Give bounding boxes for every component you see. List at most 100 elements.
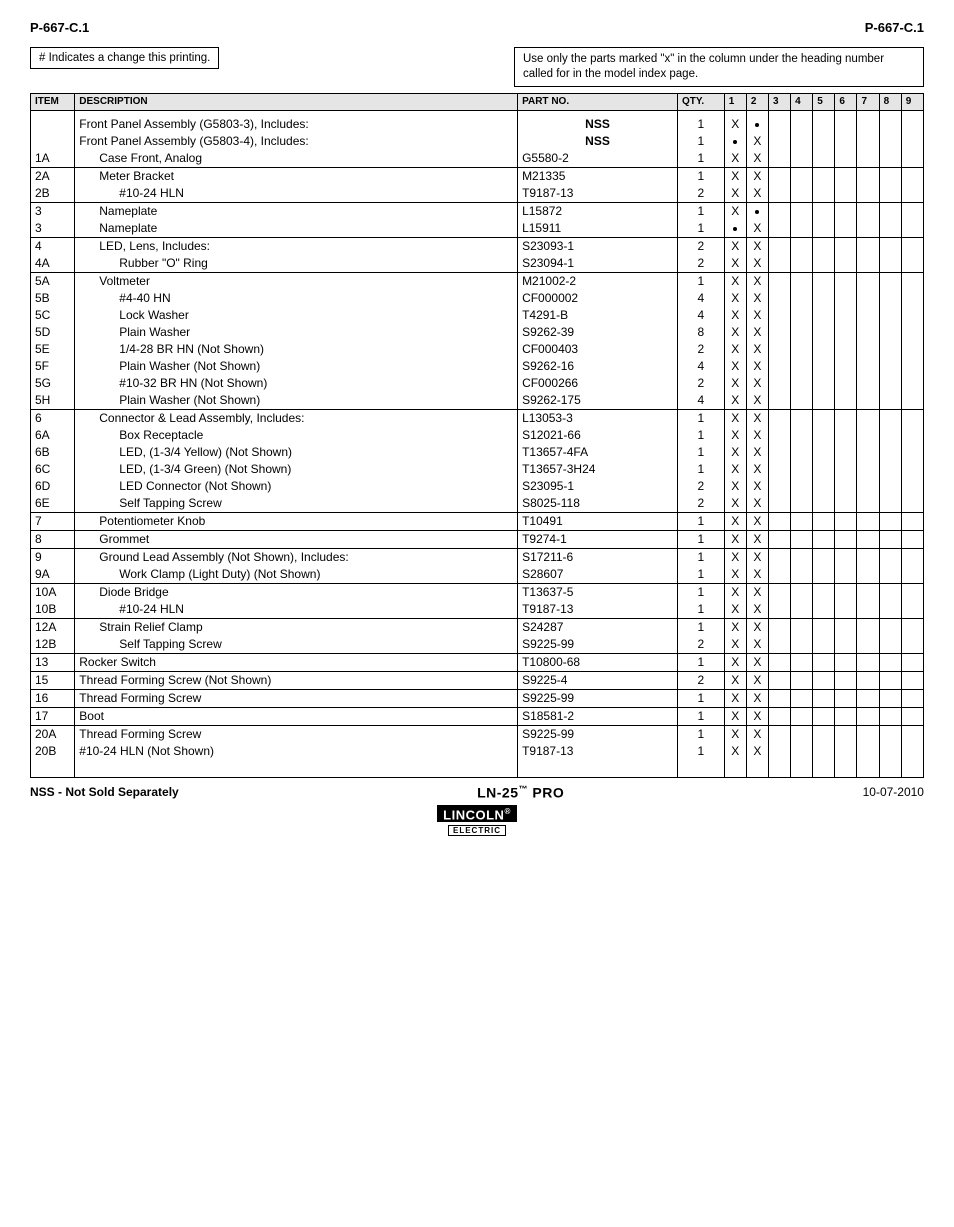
cell-description: Thread Forming Screw — [75, 726, 518, 744]
table-row: 6ESelf Tapping ScrewS8025-1182XX — [31, 495, 924, 513]
cell-item: 5C — [31, 307, 75, 324]
cell-flag-2: X — [746, 513, 768, 531]
cell-flag-3 — [768, 444, 790, 461]
cell-flag-2: X — [746, 255, 768, 273]
cell-flag-1: X — [724, 392, 746, 410]
cell-flag-4 — [791, 203, 813, 221]
cell-flag-8 — [879, 636, 901, 654]
cell-flag-4 — [791, 185, 813, 203]
cell-flag-2: X — [746, 168, 768, 186]
cell-flag-7 — [857, 238, 879, 256]
cell-flag-4 — [791, 375, 813, 392]
cell-flag-4 — [791, 636, 813, 654]
footer-model: LN-25 — [477, 785, 518, 801]
cell-flag-9 — [901, 410, 923, 428]
cell-qty: 1 — [677, 743, 724, 760]
cell-flag-4 — [791, 273, 813, 291]
cell-flag-8 — [879, 495, 901, 513]
cell-flag-5 — [813, 220, 835, 238]
cell-item: 6A — [31, 427, 75, 444]
table-row: 5B#4-40 HNCF0000024XX — [31, 290, 924, 307]
cell-qty: 1 — [677, 203, 724, 221]
cell-partno: L13053-3 — [518, 410, 678, 428]
cell-qty: 1 — [677, 549, 724, 567]
cell-flag-6 — [835, 743, 857, 760]
cell-flag-4 — [791, 358, 813, 375]
cell-flag-9 — [901, 290, 923, 307]
cell-qty: 2 — [677, 341, 724, 358]
cell-flag-5 — [813, 392, 835, 410]
cell-flag-2: X — [746, 220, 768, 238]
cell-flag-9 — [901, 672, 923, 690]
cell-partno: S23095-1 — [518, 478, 678, 495]
cell-flag-2: X — [746, 273, 768, 291]
cell-flag-1: X — [724, 324, 746, 341]
cell-flag-3 — [768, 116, 790, 133]
cell-flag-5 — [813, 307, 835, 324]
cell-flag-6 — [835, 392, 857, 410]
cell-qty: 2 — [677, 495, 724, 513]
cell-flag-7 — [857, 203, 879, 221]
cell-flag-4 — [791, 341, 813, 358]
table-row: 2AMeter BracketM213351XX — [31, 168, 924, 186]
cell-item: 6B — [31, 444, 75, 461]
cell-flag-8 — [879, 566, 901, 584]
cell-flag-1: X — [724, 743, 746, 760]
table-row: 10ADiode BridgeT13637-51XX — [31, 584, 924, 602]
table-row: Front Panel Assembly (G5803-3), Includes… — [31, 116, 924, 133]
cell-flag-6 — [835, 654, 857, 672]
cell-flag-2: X — [746, 307, 768, 324]
cell-flag-9 — [901, 726, 923, 744]
cell-flag-1: X — [724, 150, 746, 168]
cell-flag-7 — [857, 375, 879, 392]
cell-partno: S28607 — [518, 566, 678, 584]
cell-flag-8 — [879, 690, 901, 708]
cell-flag-6 — [835, 133, 857, 150]
cell-flag-9 — [901, 324, 923, 341]
cell-flag-1: X — [724, 290, 746, 307]
cell-qty: 1 — [677, 427, 724, 444]
cell-flag-8 — [879, 601, 901, 619]
cell-flag-8 — [879, 203, 901, 221]
cell-flag-5 — [813, 203, 835, 221]
cell-flag-7 — [857, 290, 879, 307]
table-row: 15Thread Forming Screw (Not Shown)S9225-… — [31, 672, 924, 690]
cell-flag-2: X — [746, 636, 768, 654]
cell-flag-3 — [768, 531, 790, 549]
cell-flag-7 — [857, 150, 879, 168]
cell-flag-5 — [813, 341, 835, 358]
table-row: 5AVoltmeterM21002-21XX — [31, 273, 924, 291]
cell-flag-4 — [791, 531, 813, 549]
cell-flag-2: X — [746, 392, 768, 410]
cell-partno: S23094-1 — [518, 255, 678, 273]
cell-description: Self Tapping Screw — [75, 495, 518, 513]
cell-description: Grommet — [75, 531, 518, 549]
cell-flag-8 — [879, 427, 901, 444]
cell-partno: S8025-118 — [518, 495, 678, 513]
cell-flag-1: X — [724, 168, 746, 186]
th-item: ITEM — [31, 93, 75, 110]
cell-flag-6 — [835, 726, 857, 744]
cell-flag-8 — [879, 584, 901, 602]
cell-flag-2: X — [746, 708, 768, 726]
cell-qty: 4 — [677, 307, 724, 324]
cell-item: 5A — [31, 273, 75, 291]
cell-flag-3 — [768, 290, 790, 307]
cell-flag-6 — [835, 461, 857, 478]
cell-flag-4 — [791, 133, 813, 150]
cell-partno: S23093-1 — [518, 238, 678, 256]
cell-description: Ground Lead Assembly (Not Shown), Includ… — [75, 549, 518, 567]
cell-flag-5 — [813, 358, 835, 375]
table-row: 5G#10-32 BR HN (Not Shown)CF0002662XX — [31, 375, 924, 392]
cell-description: Front Panel Assembly (G5803-3), Includes… — [75, 116, 518, 133]
cell-flag-9 — [901, 444, 923, 461]
cell-description: #10-32 BR HN (Not Shown) — [75, 375, 518, 392]
logo-top-text: LINCOLN — [443, 807, 504, 822]
cell-qty: 1 — [677, 654, 724, 672]
cell-partno: NSS — [518, 116, 678, 133]
cell-flag-7 — [857, 410, 879, 428]
cell-flag-2: X — [746, 690, 768, 708]
cell-description: Box Receptacle — [75, 427, 518, 444]
cell-flag-4 — [791, 743, 813, 760]
spacer-cell — [857, 760, 879, 777]
